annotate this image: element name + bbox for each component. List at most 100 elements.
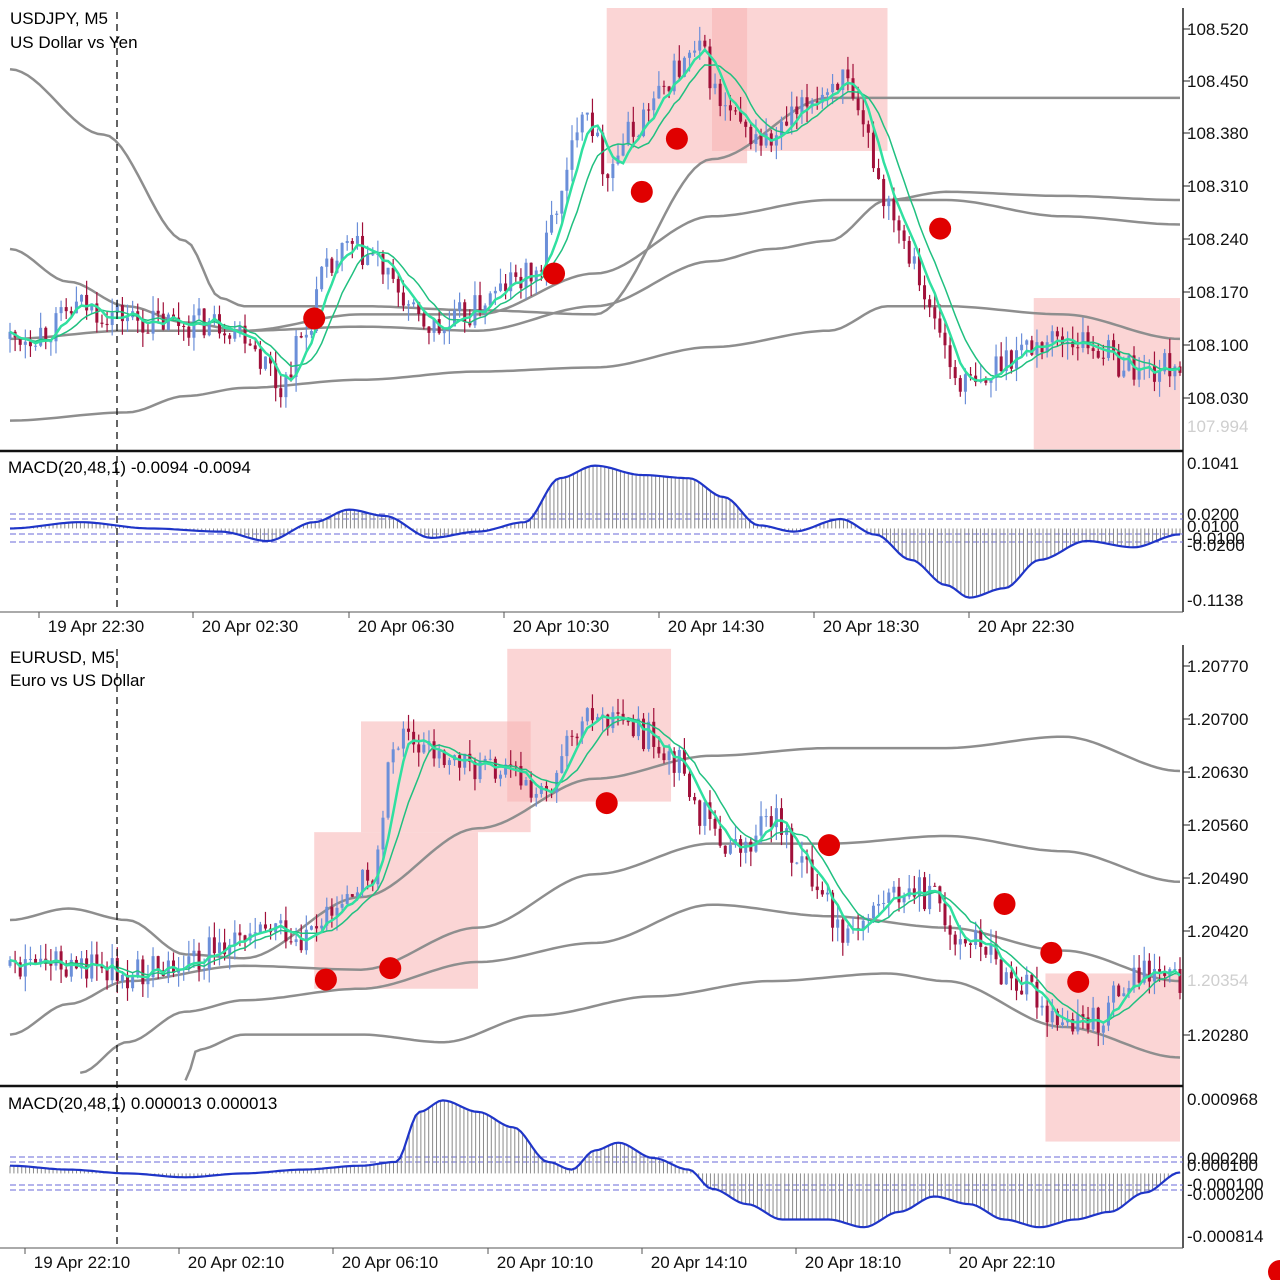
candle-body bbox=[299, 939, 303, 951]
candle-body bbox=[529, 780, 533, 798]
candle-body bbox=[504, 283, 508, 292]
candle-body bbox=[1015, 978, 1019, 991]
candle-body bbox=[565, 169, 569, 191]
candle-body bbox=[28, 341, 32, 347]
candle-body bbox=[412, 302, 416, 305]
candle-body bbox=[340, 243, 344, 261]
candle-body bbox=[1055, 1010, 1059, 1025]
candle-body bbox=[366, 869, 370, 881]
candle-body bbox=[44, 327, 48, 342]
signal-marker bbox=[595, 792, 618, 815]
time-tick-label: 19 Apr 22:30 bbox=[48, 617, 144, 636]
candle-body bbox=[23, 959, 27, 977]
candle-body bbox=[795, 106, 799, 115]
candle-body bbox=[1158, 968, 1162, 972]
candle-body bbox=[734, 110, 738, 112]
candle-body bbox=[1091, 1007, 1095, 1030]
moving-average-slow bbox=[9, 64, 1181, 378]
candle-body bbox=[636, 718, 640, 737]
candle-body bbox=[417, 744, 421, 753]
candle-body bbox=[49, 341, 53, 343]
candle-body bbox=[1106, 340, 1110, 358]
candle-body bbox=[1112, 340, 1116, 352]
candle-body bbox=[984, 946, 988, 955]
time-tick-label: 20 Apr 10:30 bbox=[513, 617, 609, 636]
candle-body bbox=[902, 896, 906, 903]
candle-body bbox=[315, 926, 319, 929]
candle-body bbox=[509, 272, 513, 292]
candle-body bbox=[1060, 1022, 1064, 1025]
candle-body bbox=[488, 758, 492, 760]
candle-body bbox=[488, 293, 492, 306]
candle-body bbox=[938, 318, 942, 333]
candle-body bbox=[1055, 331, 1059, 337]
candle-body bbox=[999, 959, 1003, 985]
candle-body bbox=[238, 932, 242, 936]
candle-body bbox=[1086, 332, 1090, 349]
candle-body bbox=[963, 939, 967, 944]
candle-body bbox=[253, 932, 257, 934]
macd-signal-line bbox=[9, 1099, 1181, 1229]
candle-body bbox=[1009, 972, 1013, 979]
price-tick-label: 1.20560 bbox=[1187, 816, 1248, 835]
macd-level-label: -0.0200 bbox=[1187, 536, 1245, 555]
candle-body bbox=[580, 114, 584, 133]
candle-body bbox=[585, 708, 589, 722]
candle-body bbox=[182, 325, 186, 327]
candle-body bbox=[69, 311, 73, 314]
candle-body bbox=[498, 283, 502, 291]
candle-body bbox=[1050, 331, 1054, 343]
candle-body bbox=[85, 294, 89, 311]
candle-body bbox=[263, 356, 267, 369]
envelope-band bbox=[9, 735, 1181, 960]
candle-body bbox=[366, 255, 370, 265]
candle-body bbox=[703, 802, 707, 826]
candle-body bbox=[452, 310, 456, 327]
candle-body bbox=[1173, 366, 1177, 377]
candle-body bbox=[442, 750, 446, 766]
candle-body bbox=[969, 943, 973, 945]
price-tick-label: 108.520 bbox=[1187, 20, 1248, 39]
candle-body bbox=[350, 240, 354, 244]
candle-body bbox=[539, 785, 543, 794]
candle-body bbox=[1081, 332, 1085, 348]
candle-body bbox=[882, 902, 886, 904]
candle-body bbox=[146, 332, 150, 334]
candle-body bbox=[417, 302, 421, 314]
candle-body bbox=[381, 817, 385, 850]
candle-body bbox=[969, 374, 973, 376]
candle-body bbox=[391, 267, 395, 279]
candle-body bbox=[1117, 985, 1121, 997]
candle-body bbox=[263, 924, 267, 929]
time-tick-label: 20 Apr 10:10 bbox=[497, 1253, 593, 1272]
candle-body bbox=[800, 97, 804, 115]
candle-body bbox=[1106, 1002, 1110, 1026]
candle-body bbox=[769, 816, 773, 828]
candle-body bbox=[1158, 371, 1162, 382]
candle-body bbox=[1009, 350, 1013, 369]
candle-body bbox=[376, 849, 380, 885]
candle-body bbox=[223, 942, 227, 955]
candle-body bbox=[544, 232, 548, 271]
candle-body bbox=[95, 954, 99, 966]
candle-body bbox=[59, 307, 63, 314]
candle-body bbox=[677, 749, 681, 773]
candle-body bbox=[871, 905, 875, 919]
candle-body bbox=[120, 305, 124, 322]
candle-body bbox=[882, 178, 886, 207]
time-tick-label: 20 Apr 02:10 bbox=[188, 1253, 284, 1272]
macd-top-label: 0.1041 bbox=[1187, 454, 1239, 473]
candle-body bbox=[54, 313, 58, 342]
candle-body bbox=[616, 712, 620, 714]
candle-body bbox=[54, 951, 58, 966]
candle-body bbox=[672, 751, 676, 773]
candle-body bbox=[621, 144, 625, 156]
candle-body bbox=[1025, 340, 1029, 345]
candle-body bbox=[1045, 1005, 1049, 1023]
candle-body bbox=[105, 968, 109, 981]
candle-body bbox=[105, 323, 109, 326]
candle-body bbox=[361, 235, 365, 265]
candle-body bbox=[1071, 341, 1075, 348]
candle-body bbox=[912, 888, 916, 897]
candle-body bbox=[836, 83, 840, 90]
